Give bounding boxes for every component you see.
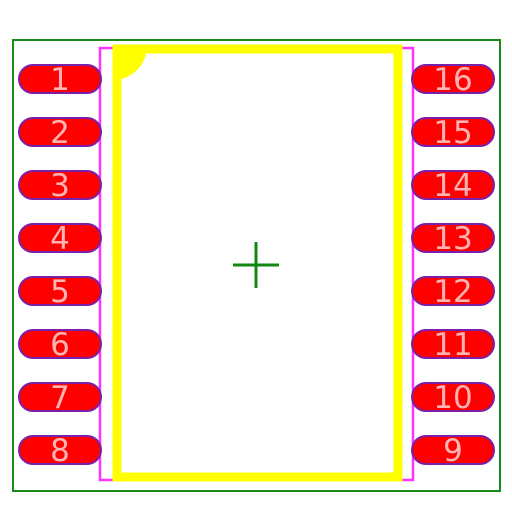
pad-number-label: 8 xyxy=(50,433,70,469)
pad-14: 14 xyxy=(411,168,495,204)
pad-shape xyxy=(411,117,495,147)
silkscreen-body-outline xyxy=(112,44,403,482)
pad-number-label: 16 xyxy=(433,62,472,98)
pad-shape xyxy=(411,435,495,465)
pad-number-label: 9 xyxy=(443,433,463,469)
pad-12: 12 xyxy=(411,274,495,310)
pad-number-label: 5 xyxy=(50,274,70,310)
pin1-marker xyxy=(113,46,147,80)
pad-1: 1 xyxy=(18,62,102,98)
pad-15: 15 xyxy=(411,115,495,151)
pad-13: 13 xyxy=(411,221,495,257)
pad-number-label: 7 xyxy=(50,380,70,416)
pad-shape xyxy=(18,170,102,200)
pad-6: 6 xyxy=(18,327,102,363)
pad-2: 2 xyxy=(18,115,102,151)
pad-shape xyxy=(18,117,102,147)
pad-shape xyxy=(411,64,495,94)
pad-number-label: 11 xyxy=(433,327,472,363)
origin-crosshair-icon xyxy=(233,242,279,288)
pad-number-label: 6 xyxy=(50,327,70,363)
pad-number-label: 13 xyxy=(433,221,472,257)
pad-shape xyxy=(18,435,102,465)
pad-shape xyxy=(18,64,102,94)
pad-number-label: 15 xyxy=(433,115,472,151)
pad-number-label: 12 xyxy=(433,274,472,310)
pad-shape xyxy=(18,223,102,253)
pad-9: 9 xyxy=(411,433,495,469)
pad-3: 3 xyxy=(18,168,102,204)
pad-4: 4 xyxy=(18,221,102,257)
pad-shape xyxy=(411,382,495,412)
pad-shape xyxy=(18,276,102,306)
pad-number-label: 1 xyxy=(50,62,70,98)
pad-shape xyxy=(411,223,495,253)
pad-shape xyxy=(18,329,102,359)
pad-number-label: 14 xyxy=(433,168,472,204)
pad-shape xyxy=(411,170,495,200)
pad-number-label: 4 xyxy=(50,221,70,257)
pad-number-label: 10 xyxy=(433,380,472,416)
courtyard-outline xyxy=(12,39,501,492)
pad-number-label: 2 xyxy=(50,115,70,151)
pad-number-label: 3 xyxy=(50,168,70,204)
pad-8: 8 xyxy=(18,433,102,469)
pad-5: 5 xyxy=(18,274,102,310)
pad-7: 7 xyxy=(18,380,102,416)
pad-shape xyxy=(411,329,495,359)
pad-16: 16 xyxy=(411,62,495,98)
pad-10: 10 xyxy=(411,380,495,416)
pad-11: 11 xyxy=(411,327,495,363)
pad-shape xyxy=(411,276,495,306)
pad-shape xyxy=(18,382,102,412)
